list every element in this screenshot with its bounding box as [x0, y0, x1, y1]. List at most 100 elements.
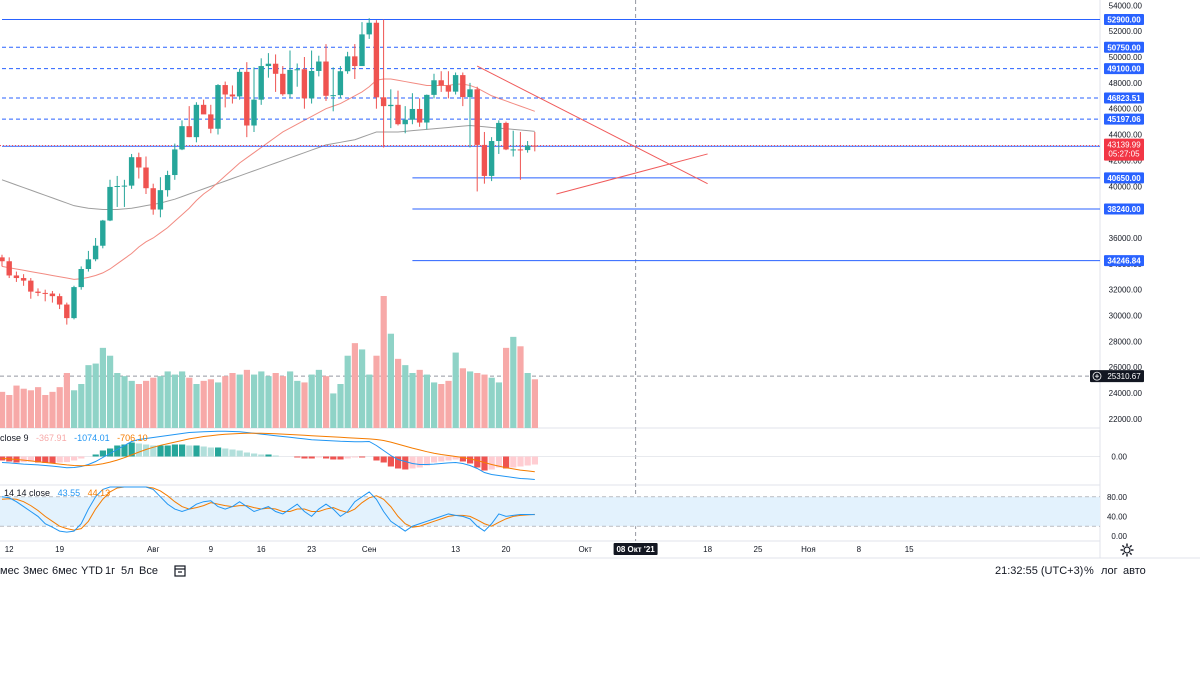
chart-svg[interactable]: 54000.00 52000.00 50000.00 48000.00 46000.00…	[0, 0, 1200, 585]
volume-bar	[143, 380, 150, 428]
range-5y-button[interactable]: 5л	[121, 565, 134, 577]
macd-zero-label: 0.00	[1111, 453, 1127, 462]
volume-bar	[13, 385, 20, 428]
macd-histogram-bar	[416, 456, 423, 468]
volume-bar	[164, 371, 171, 428]
macd-histogram-bar	[359, 456, 366, 458]
candle-body	[488, 141, 495, 176]
volume-bar	[315, 369, 322, 428]
volume-bar	[107, 355, 114, 428]
range-6m-button[interactable]: 6мес	[52, 565, 78, 577]
volume-bar	[35, 387, 42, 428]
volume-bar	[272, 373, 279, 428]
candle-body	[150, 188, 156, 210]
candle-body	[215, 85, 221, 129]
candle-body	[532, 145, 538, 147]
volume-bar	[71, 390, 78, 428]
candle-body	[272, 63, 279, 74]
price-tick-label: 42000.00	[1109, 156, 1143, 165]
bottom-toolbar: мес 3мес 6мес YTD 1г 5л Все 21:32:55 (UT…	[0, 561, 1200, 583]
last-price-label: 43139.99	[1107, 141, 1141, 150]
add-alert-icon[interactable]	[1092, 371, 1102, 381]
price-tick-label: 50000.00	[1109, 53, 1143, 62]
volume-bar	[258, 371, 265, 428]
candle-body	[6, 261, 12, 276]
candle-body	[236, 71, 243, 97]
candle-body	[78, 269, 84, 288]
candle-body	[510, 149, 516, 151]
stoch-tick-label: 0.00	[1111, 532, 1127, 541]
candle-body	[388, 104, 394, 107]
macd-histogram-bar	[373, 456, 380, 461]
volume-bar	[517, 346, 524, 428]
log-scale-button[interactable]: лог	[1101, 565, 1118, 577]
macd-histogram-bar	[402, 456, 409, 470]
macd-histogram-bar	[35, 456, 42, 463]
stoch-d-line	[1, 486, 535, 531]
macd-histogram-bar	[445, 456, 452, 461]
level-price-tag	[1104, 92, 1144, 104]
volume-bar	[222, 376, 229, 428]
candle-body	[380, 97, 387, 107]
range-ytd-button[interactable]: YTD	[81, 565, 103, 577]
volume-bar	[27, 390, 34, 428]
candle-body	[301, 69, 308, 99]
stoch-legend-k: 43.55	[57, 488, 81, 498]
time-axis-label: 23	[307, 545, 316, 554]
candle-body	[164, 175, 171, 191]
macd-histogram-bar	[351, 456, 358, 458]
macd-histogram-bar	[517, 456, 524, 467]
chart-area[interactable]: 54000.00 52000.00 50000.00 48000.00 46000.00…	[0, 0, 1200, 585]
time-axis-label: Окт	[578, 545, 592, 554]
macd-histogram-bar	[337, 456, 344, 460]
candle-body	[287, 69, 293, 95]
candle-body	[467, 89, 473, 98]
volume-bar	[344, 355, 351, 428]
candle-body	[64, 304, 70, 319]
volume-bar	[467, 371, 474, 428]
time-axis-label: 9	[209, 545, 214, 554]
volume-bar	[42, 395, 49, 428]
volume-bar	[474, 373, 481, 428]
volume-bar	[179, 371, 186, 428]
volume-bar	[229, 373, 236, 428]
volume-bar	[387, 333, 394, 428]
volume-bar	[78, 384, 85, 428]
price-tick-label: 54000.00	[1109, 1, 1143, 10]
volume-bar	[330, 393, 337, 428]
clock-timezone[interactable]: 21:32:55 (UTC+3)	[995, 565, 1084, 577]
level-price-tag	[1104, 113, 1144, 125]
candle-body	[28, 280, 34, 292]
macd-legend-macd: -1074.01	[74, 433, 110, 443]
auto-scale-button[interactable]: авто	[1123, 565, 1146, 577]
macd-histogram-bar	[27, 456, 34, 462]
range-1y-button[interactable]: 1г	[105, 565, 116, 577]
macd-histogram-bar	[452, 456, 459, 460]
candle-body	[352, 56, 358, 67]
price-tick-label: 26000.00	[1109, 363, 1143, 372]
level-price-tag	[1104, 203, 1144, 215]
range-1m-button[interactable]: мес	[0, 565, 20, 577]
gear-icon[interactable]	[1120, 543, 1134, 557]
date-range-icon[interactable]	[173, 564, 187, 578]
trend-line-lower[interactable]	[556, 153, 708, 195]
candle-body	[193, 104, 200, 138]
candle-body	[179, 126, 185, 150]
candle-body	[265, 63, 272, 67]
macd-histogram-bar	[243, 452, 250, 457]
macd-histogram-bar	[121, 444, 128, 457]
range-all-button[interactable]: Все	[139, 565, 158, 577]
candle-body	[157, 190, 164, 210]
candle-body	[416, 108, 423, 123]
percent-scale-button[interactable]: %	[1084, 565, 1094, 577]
range-3m-button[interactable]: 3мес	[23, 565, 49, 577]
macd-histogram-bar	[171, 444, 178, 457]
price-tick-label: 32000.00	[1109, 286, 1143, 295]
volume-bar	[99, 347, 106, 428]
level-price-label: 45197.06	[1107, 115, 1141, 124]
trend-line-upper[interactable]	[476, 65, 708, 185]
macd-histogram-bar	[157, 445, 164, 457]
level-price-tag	[1104, 41, 1144, 53]
volume-bar	[366, 374, 373, 428]
volume-bar	[121, 376, 128, 428]
